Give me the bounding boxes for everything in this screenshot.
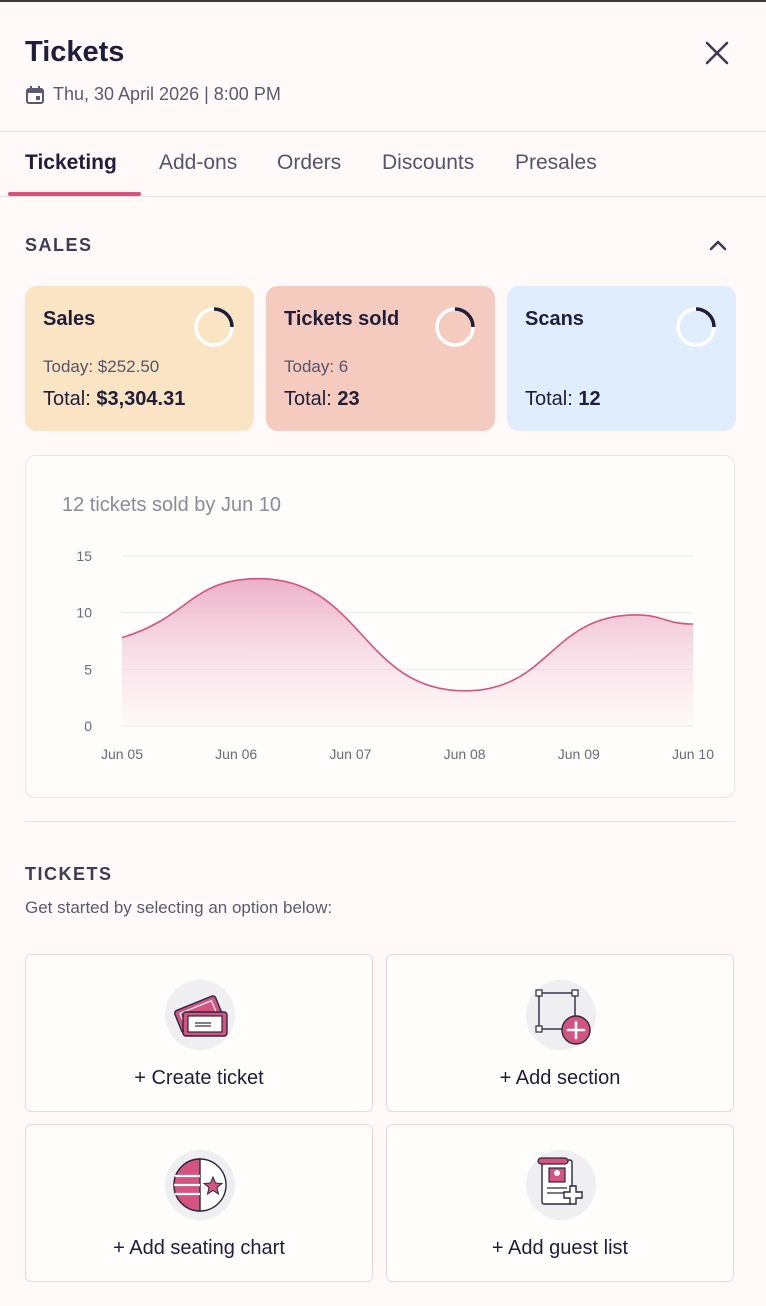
scans-card: Scans Total: 12 (507, 286, 736, 431)
scans-card-label: Scans (525, 308, 584, 330)
tickets-sold-card: Tickets sold Today: 6 Total: 23 (266, 286, 495, 431)
x-tick-label: Jun 07 (329, 746, 371, 762)
progress-ring-icon (676, 307, 716, 347)
tickets-sold-card-label: Tickets sold (284, 308, 400, 330)
tab-orders[interactable]: Orders (277, 151, 342, 174)
seating-chart-icon (173, 1158, 227, 1212)
event-date-text: Thu, 30 April 2026 | 8:00 PM (53, 84, 281, 104)
total-prefix: Total: (284, 388, 332, 410)
top-border (0, 0, 766, 2)
tab-discounts[interactable]: Discounts (382, 151, 475, 174)
create-ticket-label: + Create ticket (134, 1067, 264, 1089)
total-value: 23 (337, 388, 360, 410)
y-tick-label: 0 (84, 718, 92, 734)
chart-title: 12 tickets sold by Jun 10 (62, 494, 282, 516)
total-prefix: Total: (525, 388, 573, 410)
y-tick-label: 10 (76, 605, 92, 621)
tickets-sold-card-total: Total: 23 (284, 388, 360, 411)
tab-add-ons[interactable]: Add-ons (159, 151, 238, 174)
y-tick-label: 15 (76, 548, 92, 564)
x-tick-label: Jun 10 (672, 746, 714, 762)
event-date: Thu, 30 April 2026 | 8:00 PM (25, 84, 281, 105)
x-tick-label: Jun 06 (215, 746, 257, 762)
tickets-section-title: TICKETS (25, 864, 113, 884)
scans-card-total: Total: 12 (525, 388, 601, 411)
chart-line (121, 577, 694, 692)
sales-card-total: Total: $3,304.31 (43, 388, 185, 411)
add-seating-chart-button[interactable]: + Add seating chart (25, 1124, 373, 1282)
sales-card-today: Today: $252.50 (43, 357, 160, 376)
x-tick-label: Jun 05 (101, 746, 143, 762)
tab-bar: Ticketing Add-ons Orders Discounts Presa… (0, 132, 766, 196)
icon-circle (526, 1150, 596, 1220)
tabs-divider (0, 196, 766, 197)
chevron-up-icon (709, 240, 727, 251)
close-button[interactable] (700, 36, 734, 70)
sales-chart: 0 5 10 15 Jun 05 Jun 06 Jun 07 Jun 08 Jun 09 Jun … (76, 548, 714, 762)
x-tick-label: Jun 08 (444, 746, 486, 762)
progress-ring-icon (194, 307, 234, 347)
add-section-icon (535, 989, 591, 1045)
tab-presales[interactable]: Presales (515, 151, 597, 174)
header-divider (0, 131, 766, 132)
collapse-sales-button[interactable] (704, 233, 732, 257)
progress-ring-icon (435, 307, 475, 347)
sales-section-title: SALES (25, 235, 93, 255)
panel-header: Tickets Thu, 30 April 2026 | 8:00 PM (0, 2, 766, 131)
create-ticket-button[interactable]: + Create ticket (25, 954, 373, 1112)
icon-circle (165, 980, 235, 1050)
tab-ticketing[interactable]: Ticketing (25, 151, 117, 174)
add-guest-list-label: + Add guest list (491, 1237, 629, 1259)
add-seating-chart-label: + Add seating chart (113, 1237, 285, 1259)
tickets-sold-card-today: Today: 6 (284, 357, 349, 376)
ticket-icon (174, 995, 228, 1037)
y-tick-label: 5 (84, 661, 92, 677)
close-icon (705, 41, 729, 65)
page-title: Tickets (25, 36, 125, 68)
icon-circle (165, 1150, 235, 1220)
section-divider (25, 821, 735, 822)
total-prefix: Total: (43, 388, 91, 410)
x-tick-label: Jun 09 (558, 746, 600, 762)
add-section-button[interactable]: + Add section (386, 954, 734, 1112)
guest-list-icon (537, 1157, 583, 1205)
icon-circle (526, 980, 596, 1050)
sales-card: Sales Today: $252.50 Total: $3,304.31 (25, 286, 254, 431)
calendar-icon (26, 85, 44, 104)
sales-chart-card: 12 tickets sold by Jun 10 0 5 10 15 Jun 05 Ju… (25, 455, 735, 798)
tickets-subtitle: Get started by selecting an option below… (25, 898, 333, 917)
total-value: $3,304.31 (96, 388, 186, 410)
active-tab-indicator (8, 192, 141, 196)
chart-area (122, 578, 693, 726)
add-section-label: + Add section (499, 1067, 621, 1089)
add-guest-list-button[interactable]: + Add guest list (386, 1124, 734, 1282)
sales-card-label: Sales (43, 308, 96, 330)
total-value: 12 (578, 388, 601, 410)
